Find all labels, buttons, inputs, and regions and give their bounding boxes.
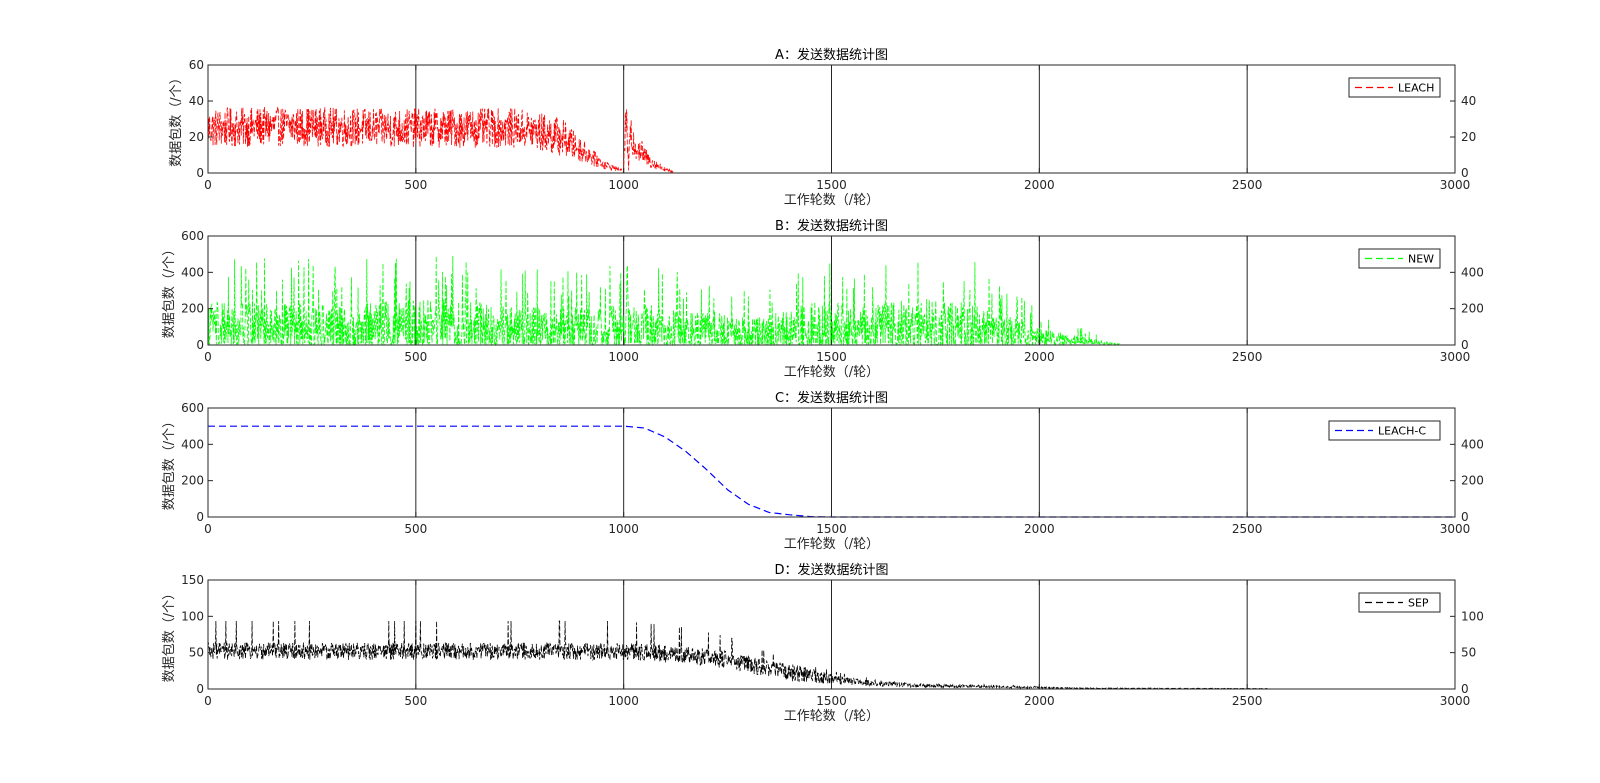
y-tick-label-right: 0 (1461, 510, 1469, 524)
x-tick-label: 3000 (1440, 350, 1471, 364)
y-tick-label-right: 400 (1461, 437, 1484, 451)
y-tick-label: 0 (196, 166, 204, 180)
x-tick-label: 1000 (608, 350, 639, 364)
panel-2: 0 500 1000 1500 2000 2500 30000200400600020040… (162, 218, 1484, 380)
x-tick-label: 1500 (816, 694, 847, 708)
y-tick-label: 600 (181, 401, 204, 415)
chart-title: C：发送数据统计图 (775, 390, 888, 406)
x-axis-label: 工作轮数（/轮） (784, 709, 879, 724)
legend: LEACH (1348, 77, 1441, 98)
x-tick-label: 2000 (1024, 178, 1055, 192)
panel-4: 0 500 1000 1500 2000 2500 3000050100150050100D… (162, 562, 1484, 724)
x-tick-label: 1000 (608, 178, 639, 192)
x-tick-label: 0 (204, 522, 212, 536)
y-axis-label: 数据包数（/个） (162, 243, 177, 338)
y-tick-label-right: 20 (1461, 130, 1476, 144)
y-axis-label: 数据包数（/个） (162, 415, 177, 510)
y-tick-label-right: 400 (1461, 265, 1484, 279)
y-tick-label: 40 (189, 94, 204, 108)
legend: LEACH-C (1328, 420, 1441, 441)
y-tick-label: 0 (196, 510, 204, 524)
x-tick-label: 2500 (1232, 522, 1263, 536)
x-tick-label: 1500 (816, 350, 847, 364)
legend-label: LEACH (1398, 82, 1434, 95)
y-tick-label-right: 0 (1461, 166, 1469, 180)
panel-1: 0 500 1000 1500 2000 2500 3000020406002040A：发送… (169, 47, 1476, 208)
x-tick-label: 3000 (1440, 694, 1471, 708)
y-tick-label: 100 (181, 609, 204, 623)
y-tick-label: 150 (181, 573, 204, 587)
y-tick-label-right: 50 (1461, 646, 1476, 660)
y-tick-label: 400 (181, 265, 204, 279)
x-tick-label: 1500 (816, 178, 847, 192)
x-tick-label: 2000 (1024, 694, 1055, 708)
legend: NEW (1358, 248, 1441, 269)
legend-label: SEP (1408, 597, 1429, 610)
x-tick-label: 0 (204, 350, 212, 364)
y-tick-label: 50 (189, 646, 204, 660)
x-tick-label: 500 (404, 178, 427, 192)
y-tick-label: 400 (181, 437, 204, 451)
y-tick-label-right: 200 (1461, 474, 1484, 488)
y-tick-label: 0 (196, 338, 204, 352)
y-tick-label-right: 40 (1461, 94, 1476, 108)
y-tick-label: 60 (189, 58, 204, 72)
x-tick-label: 1500 (816, 522, 847, 536)
chart-title: D：发送数据统计图 (774, 562, 888, 578)
x-tick-label: 3000 (1440, 522, 1471, 536)
x-tick-label: 500 (404, 350, 427, 364)
x-tick-label: 0 (204, 694, 212, 708)
y-tick-label: 200 (181, 474, 204, 488)
x-axis-label: 工作轮数（/轮） (784, 365, 879, 380)
x-tick-label: 2000 (1024, 522, 1055, 536)
x-axis-label: 工作轮数（/轮） (784, 537, 879, 552)
chart-title: A：发送数据统计图 (775, 47, 888, 63)
x-tick-label: 2500 (1232, 350, 1263, 364)
y-axis-label: 数据包数（/个） (162, 587, 177, 682)
x-tick-label: 1000 (608, 522, 639, 536)
legend-box (1348, 77, 1441, 98)
chart-title: B：发送数据统计图 (775, 218, 888, 234)
y-tick-label-right: 100 (1461, 609, 1484, 623)
x-tick-label: 3000 (1440, 178, 1471, 192)
x-tick-label: 2000 (1024, 350, 1055, 364)
y-tick-label-right: 0 (1461, 682, 1469, 696)
y-tick-label-right: 200 (1461, 302, 1484, 316)
x-tick-label: 0 (204, 178, 212, 192)
legend-box (1328, 420, 1441, 441)
y-tick-label: 200 (181, 302, 204, 316)
legend: SEP (1358, 592, 1441, 613)
x-tick-label: 500 (404, 522, 427, 536)
y-tick-label-right: 0 (1461, 338, 1469, 352)
legend-label: LEACH-C (1378, 425, 1426, 438)
y-axis-label: 数据包数（/个） (169, 71, 184, 166)
y-tick-label: 0 (196, 682, 204, 696)
x-tick-label: 2500 (1232, 694, 1263, 708)
legend-label: NEW (1408, 253, 1434, 266)
x-tick-label: 2500 (1232, 178, 1263, 192)
x-tick-label: 1000 (608, 694, 639, 708)
x-tick-label: 500 (404, 694, 427, 708)
y-tick-label: 600 (181, 229, 204, 243)
panel-3: 0 500 1000 1500 2000 2500 30000200400600020040… (162, 390, 1484, 552)
x-axis-label: 工作轮数（/轮） (784, 193, 879, 208)
y-tick-label: 20 (189, 130, 204, 144)
